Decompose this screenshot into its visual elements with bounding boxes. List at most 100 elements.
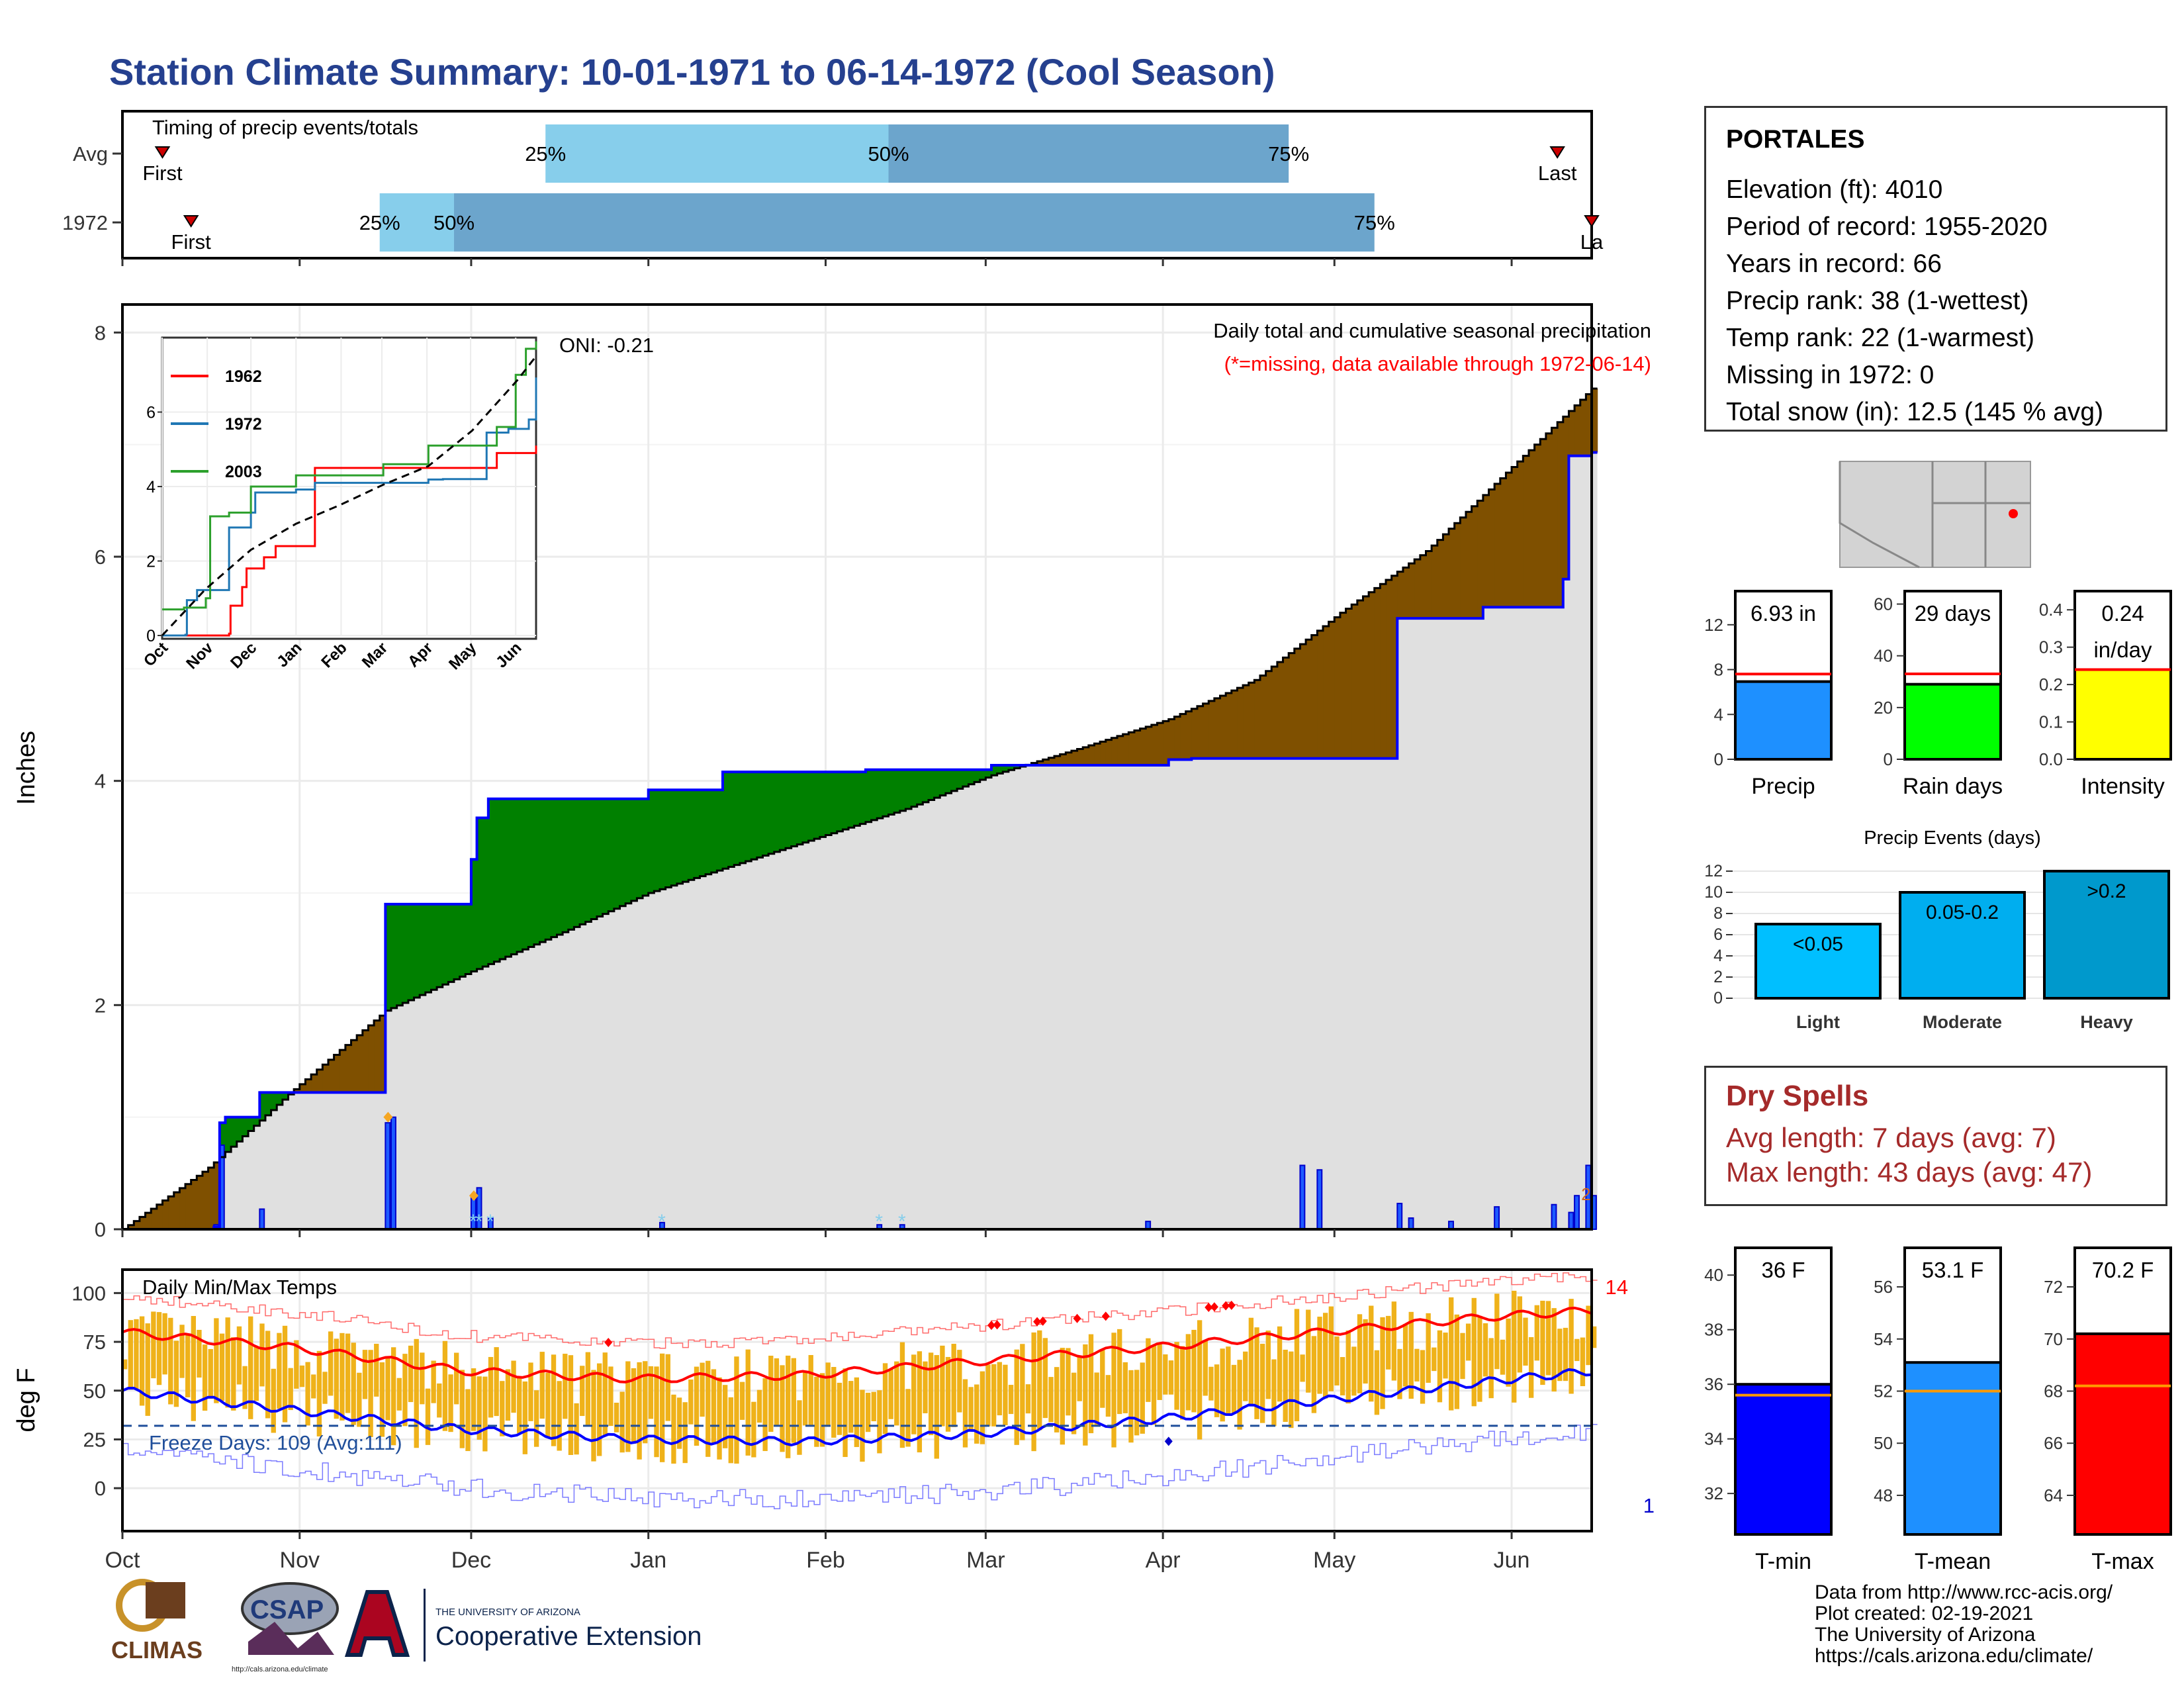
precip-surplus [717, 790, 723, 871]
summary-tick-label: 60 [1874, 594, 1893, 614]
temp-panel: 0 25 50 75 100 Oct Nov Dec Jan Feb Mar Apr May Jun Da… [13, 1268, 1655, 1573]
daily-temp-bar [465, 1389, 471, 1452]
precip-y-tick-label: 6 [95, 545, 106, 569]
precip-deficit [1203, 703, 1209, 759]
precip-surplus [477, 818, 483, 969]
events-tick-label: 12 [1704, 862, 1723, 880]
last-event-label: La [1580, 230, 1604, 254]
summary-tick-label: 0.3 [2039, 637, 2063, 657]
precip-deficit [1471, 506, 1478, 619]
daily-precip-bar [1316, 1169, 1323, 1230]
freeze-days-label: Freeze Days: 109 (Avg:111) [149, 1431, 402, 1454]
record-high-marker [1205, 1302, 1213, 1312]
precip-surplus [500, 798, 506, 960]
daily-precip-bar [1299, 1164, 1306, 1230]
events-category-label: Light [1796, 1012, 1840, 1032]
daily-temp-bar [294, 1340, 299, 1389]
daily-temp-bar [591, 1370, 596, 1462]
daily-temp-bar [1557, 1329, 1563, 1382]
daily-temp-bar [488, 1356, 494, 1418]
precip-deficit [1185, 711, 1192, 760]
precip-deficit [1437, 539, 1444, 619]
timing-q25-label: 25% [359, 211, 400, 234]
daily-temp-bar [1122, 1362, 1128, 1413]
inset-y-tick-label: 0 [146, 627, 156, 645]
daily-temp-bar [1025, 1384, 1031, 1414]
daily-temp-bar [940, 1345, 945, 1427]
missing-marker: * [898, 1211, 906, 1233]
precip-surplus [459, 904, 466, 977]
precip-surplus [837, 772, 844, 831]
summary-tick-label: 70 [2044, 1329, 2063, 1349]
precip-surplus [643, 798, 649, 896]
precip-surplus [688, 790, 695, 880]
precip-deficit [1460, 517, 1467, 619]
daily-temp-bar [1243, 1351, 1248, 1401]
precip-surplus [791, 772, 797, 847]
precip-annotation-title: Daily total and cumulative seasonal prec… [1213, 319, 1651, 342]
daily-temp-bar [1380, 1317, 1385, 1409]
precip-surplus [648, 790, 655, 893]
daily-temp-bar [253, 1346, 259, 1401]
events-bar [2043, 870, 2170, 1000]
daily-temp-bar [1254, 1327, 1259, 1419]
precip-surplus [991, 765, 998, 776]
daily-precip-bar [1568, 1211, 1574, 1230]
precip-deficit [1180, 714, 1187, 760]
precip-deficit [1048, 757, 1055, 765]
precip-deficit [1506, 473, 1512, 608]
temp-x-tick-label: Dec [451, 1548, 491, 1573]
daily-temp-bar [322, 1372, 328, 1404]
temp-x-tick-label: Jun [1494, 1548, 1530, 1573]
daily-temp-bar [402, 1354, 408, 1427]
inset-y-tick-label: 2 [146, 553, 156, 571]
summary-bar-name: Precip [1751, 774, 1815, 799]
precip-surplus [385, 904, 392, 1011]
daily-temp-bar [1077, 1355, 1082, 1401]
events-bar-label: 0.05-0.2 [1926, 902, 1999, 923]
precip-surplus [768, 772, 775, 854]
daily-temp-bar [951, 1344, 956, 1427]
precip-deficit [1191, 708, 1198, 759]
daily-temp-bar [1289, 1351, 1294, 1429]
daily-temp-bar [1426, 1313, 1431, 1383]
station-elevation: Elevation (ft): 4010 [1726, 175, 1943, 204]
precip-surplus [614, 798, 621, 909]
daily-temp-bar [614, 1403, 619, 1432]
precip-deficit [1105, 739, 1112, 765]
daily-temp-bar [911, 1354, 917, 1434]
precip-deficit [1311, 635, 1318, 759]
daily-temp-bar [643, 1361, 648, 1444]
record-high-marker [1210, 1302, 1218, 1312]
daily-temp-bar [1402, 1324, 1408, 1387]
daily-temp-bar [265, 1331, 271, 1419]
precip-deficit [197, 1176, 203, 1229]
daily-temp-bar [454, 1352, 459, 1405]
daily-temp-bar [814, 1376, 819, 1447]
daily-temp-bar [185, 1334, 191, 1397]
precip-surplus [854, 772, 860, 826]
precip-deficit [1208, 700, 1215, 759]
precip-surplus [596, 798, 604, 917]
snow-marker [469, 1190, 478, 1201]
daily-temp-bar [311, 1374, 316, 1399]
daily-temp-bar [248, 1316, 253, 1419]
precip-surplus [471, 859, 478, 972]
precip-events-chart: Precip Events (days) 0 2 4 6 8 10 12 <0.05 Light 0… [1704, 827, 2170, 1032]
daily-temp-bar [774, 1358, 780, 1425]
daily-precip-bar [1396, 1203, 1403, 1231]
precip-surplus [957, 769, 964, 789]
precip-surplus [533, 798, 541, 945]
timing-row-label: 1972 [62, 211, 108, 234]
precip-base-area [122, 452, 1598, 1229]
precip-surplus [442, 904, 449, 985]
daily-temp-bar [1443, 1333, 1448, 1379]
precip-deficit [156, 1204, 163, 1229]
summary-value-bar [1734, 680, 1833, 761]
record-high-marker [993, 1320, 1001, 1330]
precip-surplus [814, 772, 821, 839]
daily-temp-bar [1363, 1319, 1368, 1384]
precip-surplus [734, 772, 741, 865]
missing-marker: * [469, 1211, 477, 1233]
